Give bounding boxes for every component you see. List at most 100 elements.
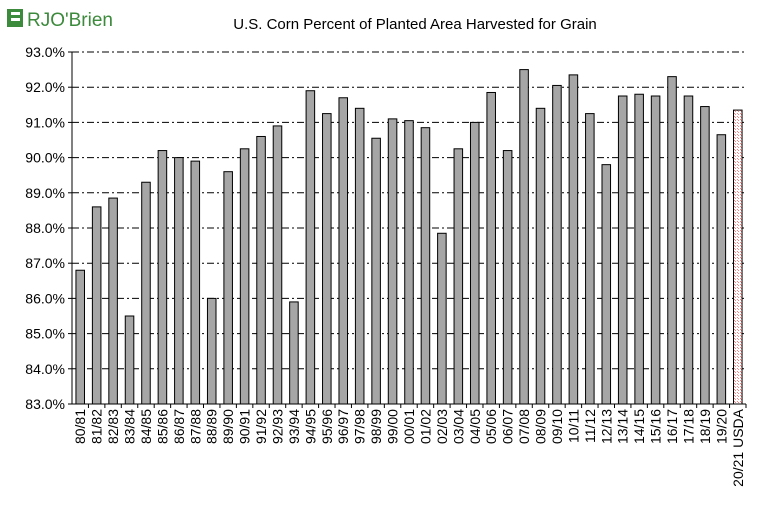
y-tick-label: 86.0%: [25, 290, 65, 306]
x-tick-label: 08/09: [533, 409, 549, 444]
bar: [91, 206, 102, 405]
bar: [190, 160, 201, 405]
x-tick-label: 97/98: [352, 409, 368, 444]
x-tick-label: 01/02: [417, 409, 433, 444]
y-tick-label: 90.0%: [25, 150, 65, 166]
bar: [716, 134, 727, 405]
bar: [700, 106, 710, 405]
y-tick-labels: 83.0% 84.0% 85.0% 86.0% 87.0% 88.0% 89.0% 90.0%…: [25, 44, 65, 412]
bar: [141, 181, 151, 405]
x-tick-label: 91/92: [253, 409, 269, 444]
x-tick-label: 05/06: [483, 409, 499, 444]
x-tick-label: 82/83: [105, 409, 121, 444]
bar: [634, 93, 644, 405]
y-tick-label: 93.0%: [25, 44, 65, 60]
bar-series: [75, 69, 743, 405]
x-tick-label: 86/87: [171, 409, 187, 444]
x-tick-label: 10/11: [565, 409, 581, 443]
bar: [354, 107, 365, 405]
x-tick-label: 17/18: [680, 409, 696, 444]
bar: [437, 232, 447, 405]
bar: [617, 95, 628, 405]
bar: [650, 95, 661, 405]
bar: [486, 91, 496, 405]
x-tick-label: 87/88: [187, 409, 203, 444]
y-tick-label: 92.0%: [25, 79, 65, 95]
y-tick-label: 85.0%: [25, 326, 65, 342]
bar: [223, 171, 233, 405]
bar: [75, 269, 85, 405]
x-tick-label: 85/86: [154, 409, 170, 444]
y-tick-label: 83.0%: [25, 396, 65, 412]
bar: [568, 74, 579, 405]
x-tick-label: 14/15: [631, 409, 647, 444]
bar: [289, 301, 299, 405]
logo-text: RJO'Brien: [27, 10, 113, 31]
y-tick-label: 87.0%: [25, 255, 65, 271]
x-tick-label: 20/21 USDA: [730, 408, 746, 486]
bar: [338, 97, 349, 405]
y-tick-label: 84.0%: [25, 361, 65, 377]
x-tick-label: 99/00: [385, 409, 401, 444]
x-tick-label: 83/84: [122, 409, 138, 444]
bar: [667, 76, 677, 405]
x-tick-label: 96/97: [335, 409, 351, 444]
chart-title: U.S. Corn Percent of Planted Area Harves…: [233, 16, 597, 33]
bar: [305, 90, 316, 405]
bar: [256, 135, 266, 405]
x-tick-label: 90/91: [237, 409, 253, 444]
bar: [552, 84, 562, 405]
x-tick-label: 93/94: [286, 409, 302, 444]
x-tick-label: 03/04: [450, 409, 466, 444]
x-tick-label: 00/01: [401, 409, 417, 444]
x-tick-label: 98/99: [368, 409, 384, 444]
x-tick-label: 88/89: [204, 409, 220, 444]
bar: [108, 197, 118, 405]
y-tick-label: 89.0%: [25, 185, 65, 201]
logo-mark-stripe: [11, 12, 20, 15]
bar: [453, 148, 464, 405]
x-tick-label: 11/12: [582, 409, 598, 443]
rjobrien-logo: RJO'Brien: [7, 9, 113, 31]
bar: [404, 120, 414, 405]
axes: [68, 51, 747, 408]
bar: [124, 315, 135, 405]
bar: [387, 118, 398, 405]
logo-mark-stripe: [11, 18, 20, 21]
x-tick-label: 02/03: [434, 409, 450, 444]
x-tick-label: 13/14: [615, 409, 631, 444]
x-tick-label: 92/93: [269, 409, 285, 444]
x-tick-label: 19/20: [713, 409, 729, 444]
bar: [157, 150, 168, 405]
bar: [206, 297, 217, 405]
x-tick-label: 15/16: [648, 409, 664, 444]
x-tick-label: 07/08: [516, 409, 532, 444]
bar: [420, 127, 431, 405]
x-tick-label: 04/05: [467, 409, 483, 444]
x-tick-label: 89/90: [220, 409, 236, 444]
y-tick-label: 91.0%: [25, 114, 65, 130]
bar: [322, 113, 332, 405]
x-tick-label: 81/82: [89, 409, 105, 444]
x-tick-label: 09/10: [549, 409, 565, 444]
bar-highlight: [733, 109, 743, 405]
bar: [272, 125, 283, 405]
x-tick-label: 95/96: [319, 409, 335, 444]
bar: [371, 137, 381, 405]
bar: [469, 121, 480, 405]
bar: [239, 148, 250, 405]
x-tick-labels: 80/81 81/82 82/83 83/84 84/85 85/86 86/87 87/88…: [72, 408, 746, 486]
bar: [519, 69, 529, 405]
x-tick-label: 16/17: [664, 409, 680, 444]
bar: [535, 107, 546, 405]
x-tick-label: 06/07: [500, 409, 516, 444]
x-tick-label: 18/19: [697, 409, 713, 444]
x-tick-label: 80/81: [72, 409, 88, 444]
x-tick-label: 84/85: [138, 409, 154, 444]
x-tick-label: 12/13: [598, 409, 614, 444]
bar: [174, 157, 184, 405]
bar: [683, 95, 694, 405]
y-tick-label: 88.0%: [25, 220, 65, 236]
